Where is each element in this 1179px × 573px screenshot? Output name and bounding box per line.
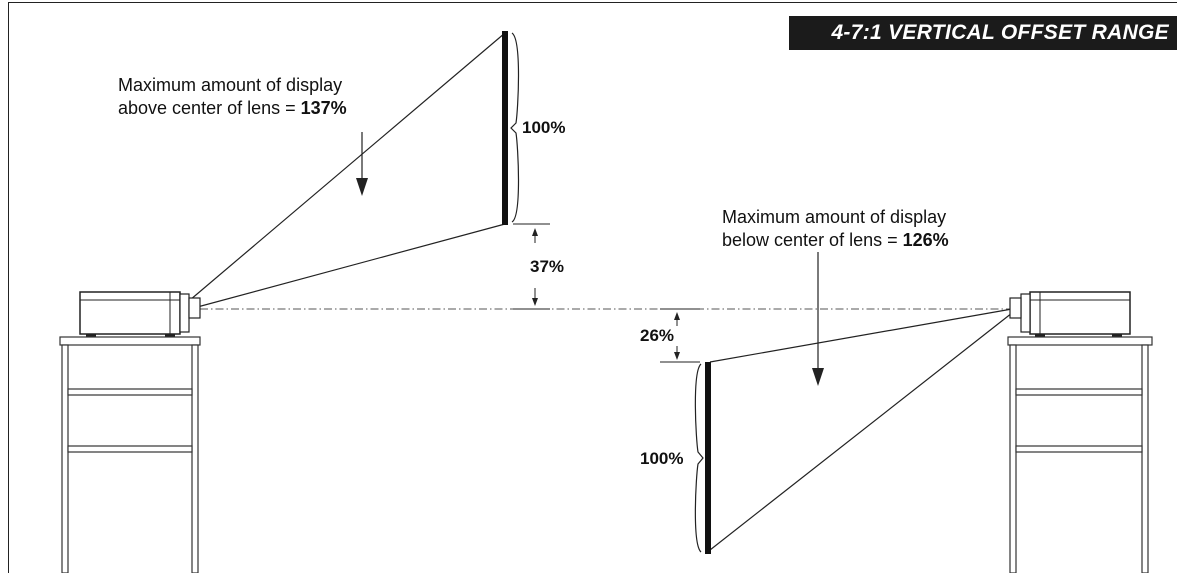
- right-note-line2: below center of lens = 126%: [722, 230, 949, 250]
- left-screen-label: 100%: [522, 118, 566, 137]
- right-stand: [1007, 336, 1153, 573]
- diagram-frame: [8, 2, 1177, 573]
- diagram-title: 4-7:1 VERTICAL OFFSET RANGE: [789, 16, 1177, 50]
- left-note: Maximum amount of display above center o…: [118, 74, 347, 120]
- right-note: Maximum amount of display below center o…: [722, 206, 949, 252]
- right-screen: [705, 362, 711, 554]
- right-upper-beam-line: [709, 308, 1013, 363]
- left-note-line2: above center of lens = 137%: [118, 98, 347, 118]
- right-lower-beam-line: [709, 312, 1013, 551]
- left-projector: [79, 291, 201, 338]
- right-screen-brace: [694, 363, 704, 553]
- left-screen: [502, 31, 508, 225]
- left-upper-beam-line: [189, 32, 506, 301]
- right-note-line1: Maximum amount of display: [722, 207, 947, 227]
- left-note-line1: Maximum amount of display: [118, 75, 343, 95]
- right-offset-label: 26%: [640, 326, 675, 345]
- left-lower-beam-line: [189, 223, 506, 310]
- left-offset-label: 37%: [530, 257, 565, 276]
- right-screen-label: 100%: [640, 449, 684, 468]
- right-projector: [1009, 291, 1131, 338]
- left-stand: [59, 336, 201, 573]
- right-note-value: 126%: [902, 230, 949, 250]
- left-screen-brace: [510, 32, 520, 223]
- left-note-value: 137%: [300, 98, 347, 118]
